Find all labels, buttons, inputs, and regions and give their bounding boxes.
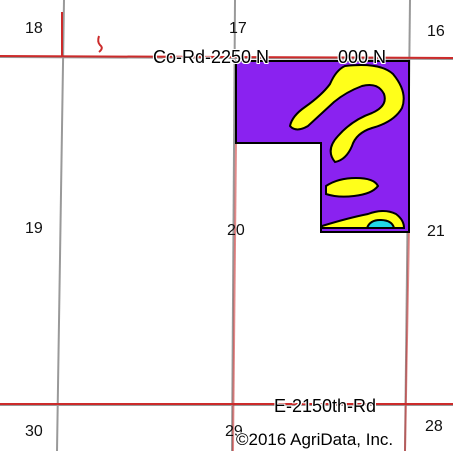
section-label-16: 16 bbox=[427, 23, 445, 40]
section-label-19: 19 bbox=[25, 220, 43, 237]
section-label-18: 18 bbox=[25, 20, 43, 37]
road-label-north-east: 000 N bbox=[338, 47, 387, 67]
soil-polygon-cyan bbox=[365, 218, 396, 229]
road-line bbox=[404, 229, 410, 451]
road-line bbox=[0, 55, 453, 59]
section-line bbox=[56, 0, 65, 451]
soil-polygon-yellow bbox=[325, 176, 380, 198]
road-label-north: Co-Rd-2250 N bbox=[153, 47, 270, 67]
creek-line bbox=[97, 35, 103, 53]
section-label-17: 17 bbox=[229, 20, 247, 37]
section-label-20: 20 bbox=[227, 222, 245, 239]
section-label-29: 29 bbox=[225, 423, 243, 440]
road-label-south: E-2150th-Rd bbox=[274, 396, 377, 416]
section-label-30: 30 bbox=[25, 423, 43, 440]
section-label-28: 28 bbox=[425, 418, 443, 435]
section-label-21: 21 bbox=[427, 223, 445, 240]
road-line bbox=[232, 139, 237, 451]
soil-polygon-yellow bbox=[288, 64, 405, 164]
section-line bbox=[231, 0, 236, 451]
copyright-notice: ©2016 AgriData, Inc. bbox=[236, 430, 394, 449]
